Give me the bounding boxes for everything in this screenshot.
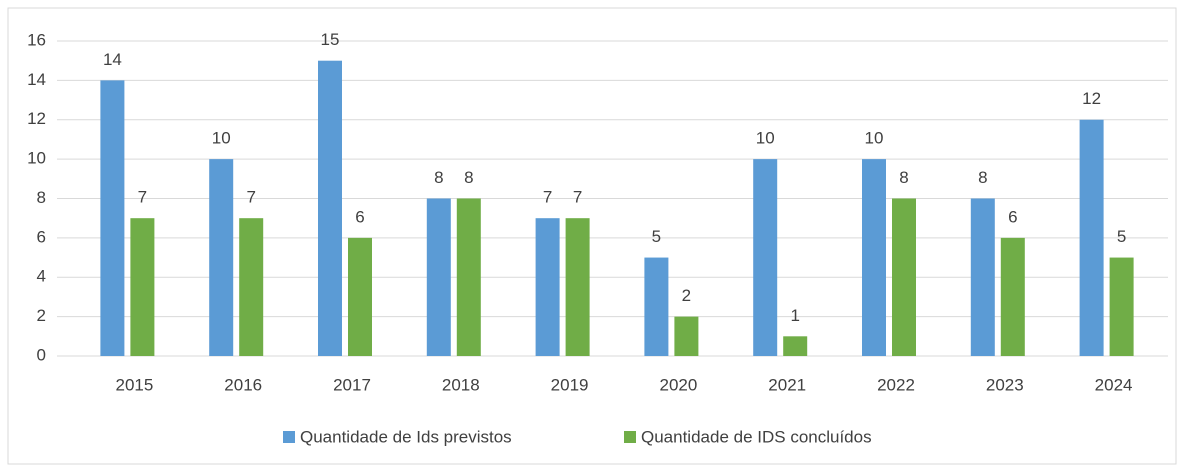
bar	[644, 257, 669, 356]
x-tick-label: 2021	[768, 375, 806, 394]
y-tick-label: 4	[37, 267, 46, 286]
data-label: 7	[246, 188, 255, 207]
bar	[535, 218, 560, 356]
data-label: 10	[756, 129, 775, 148]
y-tick-label: 16	[27, 30, 46, 49]
x-tick-label: 2015	[115, 375, 153, 394]
data-label: 6	[355, 207, 364, 226]
x-tick-label: 2022	[877, 375, 915, 394]
legend-swatch	[624, 431, 636, 443]
x-tick-label: 2023	[986, 375, 1024, 394]
data-label: 15	[321, 30, 340, 49]
data-label: 12	[1082, 89, 1101, 108]
bar	[1079, 119, 1104, 356]
data-label: 2	[682, 286, 691, 305]
y-tick-label: 2	[37, 306, 46, 325]
x-tick-label: 2018	[442, 375, 480, 394]
x-tick-label: 2019	[551, 375, 589, 394]
data-label: 8	[899, 168, 908, 187]
bar	[456, 198, 481, 356]
y-tick-label: 12	[27, 109, 46, 128]
data-label: 7	[573, 188, 582, 207]
data-label: 7	[138, 188, 147, 207]
bar	[1109, 257, 1134, 356]
x-tick-label: 2016	[224, 375, 262, 394]
bar	[318, 60, 342, 356]
data-label: 5	[652, 227, 661, 246]
bar	[130, 218, 155, 356]
data-label: 8	[464, 168, 473, 187]
bar	[970, 198, 995, 356]
bar	[862, 159, 886, 356]
x-tick-label: 2024	[1095, 375, 1133, 394]
bar	[239, 218, 264, 356]
y-tick-label: 0	[37, 345, 46, 364]
data-label: 10	[865, 129, 884, 148]
bar	[674, 316, 699, 356]
data-label: 6	[1008, 207, 1017, 226]
data-label: 14	[103, 50, 122, 69]
bar	[426, 198, 451, 356]
bar	[565, 218, 590, 356]
legend-label: Quantidade de IDS concluídos	[641, 427, 872, 446]
data-label: 10	[212, 129, 231, 148]
bar	[209, 159, 234, 356]
x-tick-label: 2020	[659, 375, 697, 394]
chart-border	[7, 7, 1177, 465]
data-label: 8	[978, 168, 987, 187]
legend-label: Quantidade de Ids previstos	[300, 427, 512, 446]
data-label: 1	[790, 306, 799, 325]
x-tick-label: 2017	[333, 375, 371, 394]
bar	[892, 198, 916, 356]
bar	[1000, 237, 1025, 356]
bar	[753, 159, 778, 356]
y-tick-label: 14	[27, 70, 46, 89]
bar	[783, 336, 808, 356]
y-tick-label: 6	[37, 227, 46, 246]
data-label: 8	[434, 168, 443, 187]
data-label: 5	[1117, 227, 1126, 246]
bar	[348, 237, 372, 356]
y-tick-label: 10	[27, 149, 46, 168]
y-tick-label: 8	[37, 188, 46, 207]
legend-swatch	[283, 431, 295, 443]
bar	[100, 80, 125, 356]
data-label: 7	[543, 188, 552, 207]
